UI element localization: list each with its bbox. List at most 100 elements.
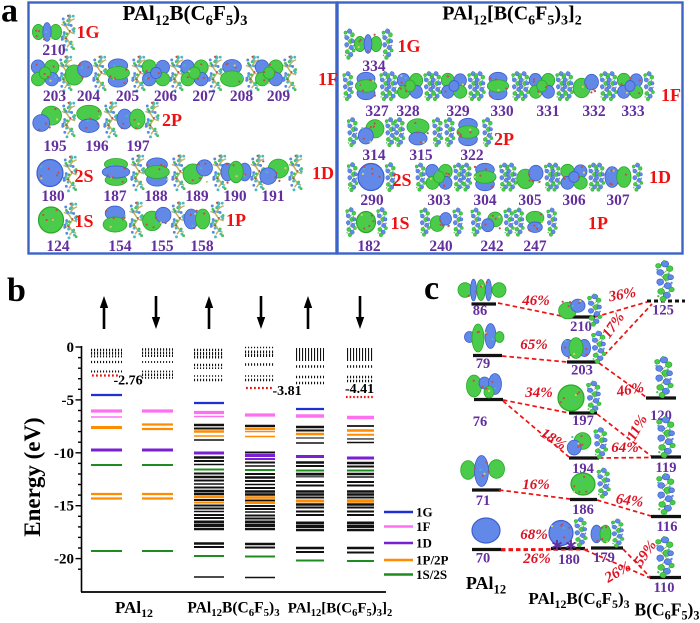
svg-text:64%: 64% (611, 440, 639, 456)
svg-text:PAl12​[B(C6​F5​)3​]2​: PAl12​[B(C6​F5​)3​]2​ (442, 3, 581, 29)
svg-text:∗: ∗ (565, 537, 578, 554)
svg-text:1D: 1D (416, 536, 432, 551)
svg-text:154: 154 (108, 238, 132, 255)
svg-text:180: 180 (558, 552, 580, 568)
svg-text:303: 303 (427, 192, 451, 209)
svg-text:1S: 1S (390, 213, 409, 233)
svg-text:18%: 18% (537, 425, 569, 453)
svg-text:-10: -10 (54, 446, 74, 462)
svg-text:180: 180 (41, 188, 65, 205)
svg-text:210: 210 (570, 319, 592, 335)
svg-text:c: c (424, 270, 439, 307)
svg-text:2P: 2P (494, 129, 514, 149)
svg-text:203: 203 (43, 88, 67, 105)
svg-text:1P: 1P (588, 213, 608, 233)
svg-text:329: 329 (446, 103, 470, 120)
svg-text:b: b (7, 272, 26, 309)
svg-text:182: 182 (357, 238, 381, 255)
svg-text:PAl12​: PAl12​ (115, 598, 153, 620)
svg-text:240: 240 (429, 238, 453, 255)
svg-text:26%: 26% (522, 551, 551, 567)
svg-text:-4.41: -4.41 (345, 382, 374, 397)
svg-text:191: 191 (261, 188, 284, 205)
svg-text:Energy (eV): Energy (eV) (20, 417, 45, 536)
svg-text:1F: 1F (318, 69, 338, 89)
svg-text:327: 327 (365, 103, 389, 120)
svg-text:1F: 1F (661, 85, 681, 105)
svg-text:124: 124 (46, 238, 70, 255)
svg-text:2P: 2P (162, 110, 182, 130)
svg-text:247: 247 (523, 238, 547, 255)
svg-text:307: 307 (606, 192, 630, 209)
svg-text:331: 331 (536, 103, 559, 120)
svg-text:197: 197 (126, 138, 150, 155)
svg-text:305: 305 (518, 192, 542, 209)
svg-text:332: 332 (582, 103, 606, 120)
svg-text:190: 190 (223, 188, 247, 205)
svg-text:2S: 2S (392, 170, 411, 190)
svg-text:34%: 34% (524, 385, 553, 401)
svg-text:1G: 1G (76, 22, 99, 42)
svg-text:110: 110 (654, 580, 675, 596)
svg-text:158: 158 (190, 238, 214, 255)
svg-text:-15: -15 (54, 499, 74, 515)
svg-text:65%: 65% (520, 337, 548, 353)
svg-text:2S: 2S (74, 166, 93, 186)
svg-text:290: 290 (360, 192, 384, 209)
svg-text:∗: ∗ (551, 537, 564, 554)
svg-text:116: 116 (657, 519, 678, 535)
svg-text:203: 203 (571, 363, 593, 379)
svg-text:PAl12​: PAl12​ (466, 573, 506, 596)
svg-text:79: 79 (476, 356, 491, 372)
svg-text:-3.81: -3.81 (273, 384, 302, 399)
svg-text:333: 333 (621, 103, 645, 120)
svg-text:70: 70 (476, 551, 491, 567)
svg-text:0: 0 (67, 340, 75, 356)
svg-text:PAl12​B(C6​F5​)3​: PAl12​B(C6​F5​)3​ (123, 1, 248, 29)
svg-text:76: 76 (473, 414, 488, 430)
svg-text:68%: 68% (520, 527, 548, 543)
svg-text:186: 186 (572, 502, 594, 518)
svg-text:314: 314 (362, 147, 386, 164)
svg-text:187: 187 (103, 188, 127, 205)
svg-text:204: 204 (77, 88, 101, 105)
svg-text:196: 196 (85, 138, 109, 155)
svg-text:315: 315 (409, 147, 433, 164)
svg-text:242: 242 (480, 238, 504, 255)
svg-text:210: 210 (42, 42, 66, 59)
svg-text:207: 207 (192, 88, 216, 105)
svg-text:328: 328 (396, 103, 420, 120)
svg-text:208: 208 (230, 88, 254, 105)
svg-text:-2.76: -2.76 (114, 374, 143, 389)
svg-text:46%: 46% (614, 380, 645, 401)
svg-text:306: 306 (562, 192, 586, 209)
svg-text:197: 197 (572, 413, 594, 429)
svg-text:1S: 1S (74, 211, 93, 231)
svg-text:-20: -20 (54, 552, 74, 568)
svg-text:194: 194 (572, 461, 594, 477)
svg-text:1G: 1G (416, 505, 433, 520)
svg-text:16%: 16% (522, 477, 550, 493)
svg-text:1P: 1P (226, 210, 246, 230)
svg-text:1G: 1G (397, 36, 420, 56)
svg-text:86: 86 (473, 303, 488, 319)
svg-text:1D: 1D (312, 163, 334, 183)
svg-text:179: 179 (593, 550, 615, 566)
svg-text:205: 205 (116, 88, 140, 105)
svg-text:189: 189 (185, 188, 209, 205)
svg-text:64%: 64% (615, 491, 644, 511)
svg-text:334: 334 (362, 58, 386, 75)
svg-text:PAl12​[B(C6​F5​)3​]2​: PAl12​[B(C6​F5​)3​]2​ (288, 601, 393, 620)
svg-text:36%: 36% (606, 285, 637, 306)
svg-text:330: 330 (490, 103, 514, 120)
svg-text:PAl12​B(C6​F5​)3​: PAl12​B(C6​F5​)3​ (528, 589, 629, 611)
svg-text:1D: 1D (649, 167, 671, 187)
svg-text:1S/2S: 1S/2S (416, 567, 447, 582)
svg-text:PAl12​B(C6​F5​)3​: PAl12​B(C6​F5​)3​ (187, 600, 280, 620)
svg-text:119: 119 (656, 460, 677, 476)
svg-text:11%: 11% (624, 412, 651, 443)
svg-text:206: 206 (154, 88, 178, 105)
svg-text:1P/2P: 1P/2P (416, 553, 449, 568)
svg-text:B(C6​F5​)3​: B(C6​F5​)3​ (635, 600, 700, 623)
svg-text:-5: -5 (62, 393, 75, 409)
